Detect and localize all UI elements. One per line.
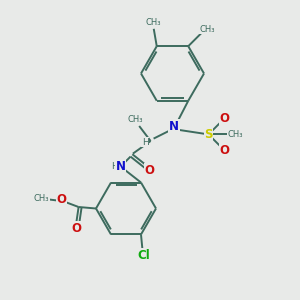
Text: S: S <box>204 128 213 141</box>
Text: CH₃: CH₃ <box>146 18 161 27</box>
Text: H: H <box>142 138 148 147</box>
Text: N: N <box>169 119 179 133</box>
Text: O: O <box>144 164 154 177</box>
Text: CH₃: CH₃ <box>34 194 49 203</box>
Text: O: O <box>220 112 230 125</box>
Text: O: O <box>220 143 230 157</box>
Text: N: N <box>116 160 126 173</box>
Text: O: O <box>72 222 82 235</box>
Text: O: O <box>56 193 66 206</box>
Text: CH₃: CH₃ <box>127 116 143 124</box>
Text: H: H <box>111 162 117 171</box>
Text: Cl: Cl <box>138 249 150 262</box>
Text: CH₃: CH₃ <box>200 25 215 34</box>
Text: CH₃: CH₃ <box>228 130 243 139</box>
